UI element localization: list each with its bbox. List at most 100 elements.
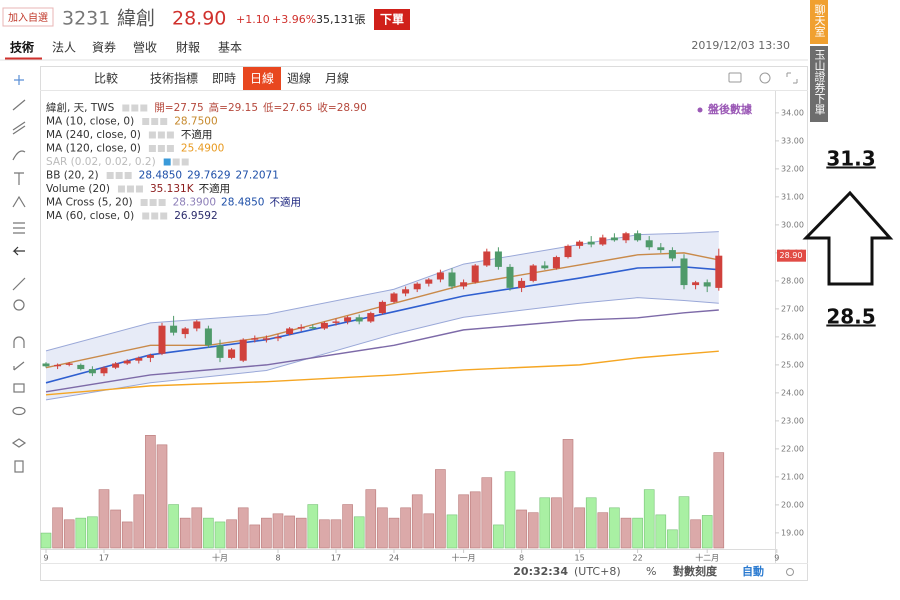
camera-icon[interactable]	[728, 72, 742, 83]
legend-control[interactable]	[148, 145, 156, 152]
volume-bar	[342, 504, 353, 549]
broker-button[interactable]	[810, 46, 828, 122]
legend-control[interactable]	[142, 118, 150, 125]
line-tool[interactable]	[12, 99, 26, 111]
auto-toggle[interactable]: 自動	[742, 564, 764, 578]
back-tool[interactable]	[12, 246, 25, 256]
legend-control[interactable]	[158, 199, 166, 206]
watchlist-label[interactable]: 加入自選	[8, 11, 48, 24]
tab[interactable]: 法人	[52, 41, 76, 55]
legend-control[interactable]	[166, 145, 174, 152]
order-button[interactable]	[374, 9, 410, 30]
volume-bar	[284, 515, 295, 549]
legend-control[interactable]	[140, 199, 148, 206]
text-tool[interactable]	[14, 172, 24, 185]
bollinger-upper	[45, 231, 719, 352]
y-tick-label: 31.00	[781, 192, 804, 201]
y-tick-label: 20.00	[781, 500, 804, 509]
legend-control[interactable]	[115, 172, 123, 179]
delete-tool[interactable]	[14, 460, 24, 473]
tab[interactable]: 基本	[218, 41, 242, 55]
legend-control[interactable]	[157, 131, 165, 139]
annotation-low: 28.5	[826, 305, 875, 329]
legend-control[interactable]	[124, 172, 132, 179]
toolbar-item[interactable]: 日線	[250, 71, 274, 86]
x-tick-label: 22	[633, 554, 643, 563]
toolbar-item[interactable]: 即時	[212, 72, 236, 86]
candle-body	[715, 255, 723, 288]
volume-bar	[110, 509, 121, 549]
active-interval[interactable]	[243, 67, 281, 90]
last-price-label: 28.90	[780, 251, 803, 260]
chat-label[interactable]: 聊天室	[813, 3, 826, 37]
order-label[interactable]: 下單	[380, 13, 404, 27]
log-toggle[interactable]: 對數刻度	[673, 564, 718, 578]
toolbar-item[interactable]: 技術指標	[150, 71, 198, 86]
x-tick-label: 十一月	[452, 553, 476, 563]
tab[interactable]: 營收	[133, 41, 157, 55]
legend-control[interactable]	[126, 185, 134, 193]
legend-control[interactable]	[163, 158, 171, 166]
pencil-lock-tool[interactable]	[13, 361, 25, 371]
legend-control[interactable]	[131, 104, 139, 112]
legend-value: 29.7629	[187, 170, 230, 182]
legend-control[interactable]	[160, 118, 168, 125]
brush-tool[interactable]	[12, 150, 26, 161]
fullscreen-icon[interactable]	[786, 72, 798, 84]
candle-body	[332, 321, 340, 323]
legend-control[interactable]	[151, 212, 159, 220]
toolbar-item[interactable]: 比較	[94, 71, 118, 86]
legend-control[interactable]	[148, 131, 156, 139]
volume-bar	[179, 517, 191, 549]
pattern-tool[interactable]	[12, 195, 26, 208]
toolbar-item[interactable]: 週線	[287, 71, 311, 86]
legend-control[interactable]	[135, 185, 143, 193]
chat-button[interactable]	[810, 0, 828, 44]
lock-tool[interactable]	[13, 383, 25, 393]
zoom-tool[interactable]	[13, 299, 25, 311]
volume-bar	[330, 519, 342, 549]
candle-body	[216, 345, 224, 358]
toolbar-item[interactable]: 月線	[325, 71, 349, 86]
watchlist-button[interactable]	[2, 7, 54, 27]
legend-control[interactable]	[160, 212, 168, 220]
legend-control[interactable]	[142, 212, 150, 220]
candle-body	[529, 265, 537, 281]
visibility-tool[interactable]	[12, 406, 26, 416]
legend-control[interactable]	[151, 118, 159, 125]
y-tick-label: 33.00	[781, 136, 804, 145]
tab[interactable]: 資券	[92, 40, 116, 55]
legend-control[interactable]	[106, 172, 114, 179]
tab[interactable]: 財報	[176, 40, 200, 55]
status-settings[interactable]	[786, 568, 794, 576]
candle-body	[645, 240, 653, 248]
fib-tool[interactable]	[13, 222, 25, 234]
y-tick-label: 25.00	[781, 360, 804, 369]
channel-tool[interactable]	[12, 121, 26, 135]
broker-label[interactable]: 玉山證券下單	[813, 49, 826, 115]
tab[interactable]: 技術	[10, 40, 34, 55]
crosshair-tool[interactable]	[14, 75, 24, 85]
legend-control[interactable]	[181, 158, 189, 166]
volume-bar	[295, 517, 307, 549]
volume-bar	[690, 519, 701, 549]
volume-bar	[458, 494, 469, 549]
candle-body	[100, 367, 108, 374]
settings-icon[interactable]	[759, 72, 771, 84]
legend-control[interactable]	[166, 131, 174, 139]
candle-body	[286, 328, 294, 335]
layers-tool[interactable]	[11, 438, 27, 448]
legend-control[interactable]	[140, 104, 148, 112]
legend-control[interactable]	[117, 185, 125, 193]
percent-toggle[interactable]: %	[646, 565, 656, 578]
legend-control[interactable]	[122, 104, 130, 112]
volume-bar	[481, 477, 493, 549]
legend-control[interactable]	[149, 199, 157, 206]
ruler-tool[interactable]	[12, 277, 26, 291]
legend-value: 25.4900	[181, 143, 224, 155]
legend-control[interactable]	[157, 145, 165, 152]
magnet-tool[interactable]	[13, 336, 25, 348]
volume-bar	[620, 517, 632, 549]
legend-control[interactable]	[172, 158, 180, 166]
y-tick-label: 34.00	[781, 108, 804, 117]
